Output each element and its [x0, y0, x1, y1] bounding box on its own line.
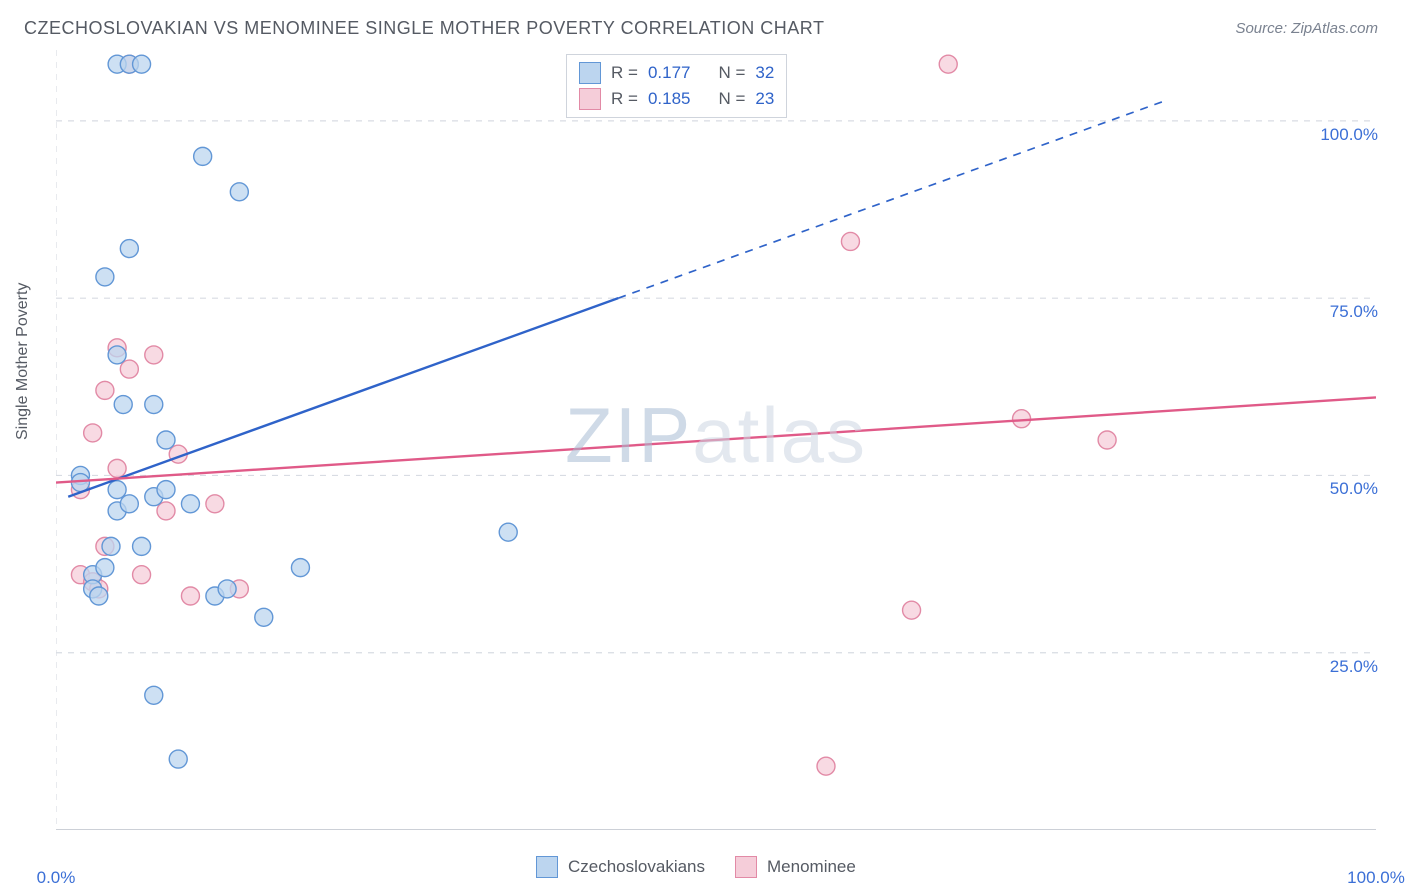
swatch-czech — [579, 62, 601, 84]
r-value: 0.185 — [648, 89, 691, 109]
legend-item: Czechoslovakians — [536, 856, 705, 878]
n-label: N = — [718, 63, 745, 83]
x-tick-label-right: 100.0% — [1347, 868, 1405, 888]
legend-label: Czechoslovakians — [568, 857, 705, 877]
legend-row: R = 0.177 N = 32 — [579, 60, 774, 86]
r-value: 0.177 — [648, 63, 691, 83]
y-tick-label: 25.0% — [1330, 657, 1378, 677]
n-label: N = — [718, 89, 745, 109]
chart-title: CZECHOSLOVAKIAN VS MENOMINEE SINGLE MOTH… — [24, 18, 824, 39]
legend-label: Menominee — [767, 857, 856, 877]
r-label: R = — [611, 89, 638, 109]
x-tick-label-left: 0.0% — [37, 868, 76, 888]
series-legend: Czechoslovakians Menominee — [536, 856, 856, 878]
plot-svg — [56, 50, 1376, 830]
legend-item: Menominee — [735, 856, 856, 878]
correlation-legend: R = 0.177 N = 32 R = 0.185 N = 23 — [566, 54, 787, 118]
y-tick-label: 50.0% — [1330, 479, 1378, 499]
swatch-czech — [536, 856, 558, 878]
swatch-menominee — [735, 856, 757, 878]
source-label: Source: ZipAtlas.com — [1235, 20, 1378, 37]
n-value: 32 — [755, 63, 774, 83]
y-tick-label: 75.0% — [1330, 302, 1378, 322]
n-value: 23 — [755, 89, 774, 109]
swatch-menominee — [579, 88, 601, 110]
legend-row: R = 0.185 N = 23 — [579, 86, 774, 112]
r-label: R = — [611, 63, 638, 83]
y-tick-label: 100.0% — [1320, 125, 1378, 145]
y-axis-label: Single Mother Poverty — [14, 283, 32, 440]
scatter-plot: ZIPatlas R = 0.177 N = 32 R = 0.185 N = … — [56, 50, 1376, 830]
